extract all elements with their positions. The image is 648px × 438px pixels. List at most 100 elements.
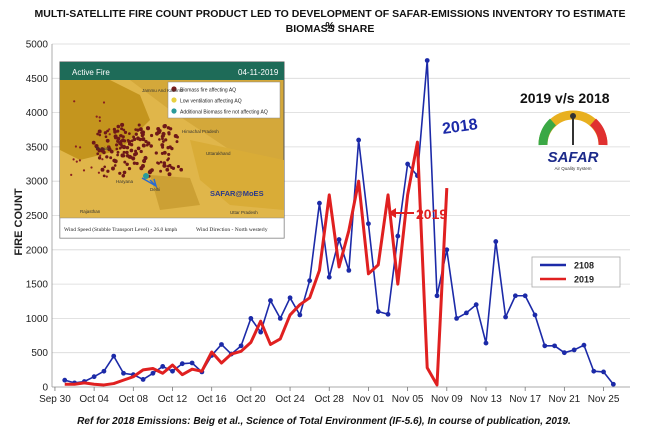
fire-dot — [142, 158, 147, 164]
inset-wind-speed: Wind Speed (Stubble Transport Level) - 2… — [64, 226, 177, 233]
fire-dot — [125, 162, 129, 167]
fire-dot — [128, 132, 131, 135]
inset-legend-3: Additional Biomass fire not affecting AQ — [180, 110, 268, 116]
fire-dot — [161, 145, 165, 149]
fire-dot — [122, 128, 126, 132]
fire-dot — [139, 166, 144, 171]
fire-dot — [162, 161, 167, 165]
fire-dot — [118, 171, 122, 175]
fire-dot — [94, 144, 99, 149]
data-point-2108 — [91, 374, 97, 380]
chart-title-line1: MULTI-SATELLITE FIRE COUNT PRODUCT LED T… — [34, 8, 626, 32]
safar-logo: SAFAR Air Quality System — [538, 110, 608, 171]
fire-dot — [123, 160, 127, 164]
additional-fire-icon — [171, 108, 177, 114]
fire-dot — [140, 131, 144, 135]
fire-dot — [116, 129, 120, 133]
data-point-2108 — [483, 340, 489, 346]
x-tick-label: Nov 21 — [549, 394, 581, 405]
fire-dot — [159, 160, 163, 164]
fire-dot — [113, 136, 118, 140]
inset-legend-2: Low ventilation affecting AQ — [180, 99, 242, 105]
fire-dot — [145, 143, 149, 147]
x-tick-label: Oct 08 — [119, 394, 149, 405]
fire-dot — [102, 174, 106, 178]
data-point-2108 — [307, 278, 313, 284]
region-label: Delhi — [150, 187, 160, 192]
fire-dot — [122, 170, 127, 175]
fire-dot — [90, 166, 93, 169]
legend-label-2108: 2108 — [574, 261, 594, 271]
data-point-2108 — [473, 302, 479, 308]
fire-dot — [166, 126, 171, 130]
fire-dot — [70, 173, 73, 176]
fire-dot — [103, 131, 108, 135]
fire-dot — [129, 155, 133, 159]
data-point-2108 — [248, 316, 254, 321]
fire-dot — [139, 149, 143, 154]
fire-dot — [106, 169, 110, 173]
fire-dot — [120, 122, 125, 127]
region-label: Haryana — [116, 179, 134, 184]
annotation-2018: 2018 — [441, 116, 479, 138]
fire-dot — [133, 152, 137, 157]
fire-dot — [141, 137, 146, 142]
x-tick-label: Nov 25 — [588, 394, 620, 405]
fire-dot — [102, 101, 106, 104]
fire-dot — [113, 130, 117, 134]
fire-dot — [72, 158, 75, 161]
data-point-2108 — [277, 316, 283, 321]
chart-title-line2: BIOMASS SHARE — [285, 23, 375, 35]
data-point-2108 — [179, 361, 185, 367]
annotation-2019: 2019 — [416, 206, 447, 222]
fire-dot — [115, 143, 119, 147]
x-tick-label: Nov 13 — [470, 394, 502, 405]
y-tick-label: 2000 — [26, 245, 49, 256]
fire-dot — [116, 153, 119, 157]
fire-dot — [167, 172, 172, 177]
data-point-2108 — [463, 310, 469, 316]
data-point-2108 — [542, 343, 548, 349]
fire-dot — [105, 138, 110, 143]
data-point-2108 — [346, 267, 352, 273]
x-tick-label: Oct 24 — [275, 394, 305, 405]
data-point-2108 — [297, 312, 303, 318]
inset-brand: SAFAR@MoES — [210, 189, 264, 198]
x-tick-label: Nov 17 — [509, 394, 541, 405]
fire-dot — [106, 129, 109, 133]
fire-dot — [150, 133, 154, 138]
fire-dot — [97, 129, 102, 134]
fire-dot — [156, 126, 161, 131]
inset-date: 04-11-2019 — [238, 68, 279, 77]
data-point-2108 — [561, 350, 567, 356]
data-point-2108 — [610, 381, 616, 387]
x-tick-label: Oct 28 — [315, 394, 345, 405]
fire-dot — [79, 146, 82, 149]
fire-dot — [118, 141, 123, 146]
data-point-2108 — [62, 377, 68, 383]
fire-dot — [127, 142, 132, 146]
data-point-2108 — [238, 343, 244, 349]
region-label: Rajasthan — [80, 209, 101, 214]
active-fire-inset-map: Active Fire 04-11-2019 Biomass fire affe… — [59, 61, 285, 239]
fire-dot — [129, 148, 134, 153]
fire-dot — [102, 150, 106, 155]
fire-dot — [97, 148, 102, 153]
data-point-2108 — [189, 360, 195, 366]
comparison-heading: 2019 v/s 2018 — [520, 90, 610, 106]
data-point-2108 — [571, 347, 577, 353]
data-point-2108 — [532, 312, 538, 318]
region-label: Jammu And Kashmir — [142, 88, 184, 93]
fire-dot — [105, 175, 108, 178]
y-tick-label: 3000 — [26, 177, 49, 188]
data-point-2108 — [150, 370, 156, 376]
y-tick-label: 3500 — [26, 142, 49, 153]
fire-dot — [113, 164, 117, 167]
fire-dot — [74, 145, 77, 148]
fire-dot — [125, 150, 129, 155]
fire-dot — [122, 139, 127, 143]
fire-dot — [105, 155, 109, 159]
fire-dot — [134, 149, 138, 153]
fire-dot — [97, 156, 102, 160]
fire-dot — [167, 152, 171, 156]
